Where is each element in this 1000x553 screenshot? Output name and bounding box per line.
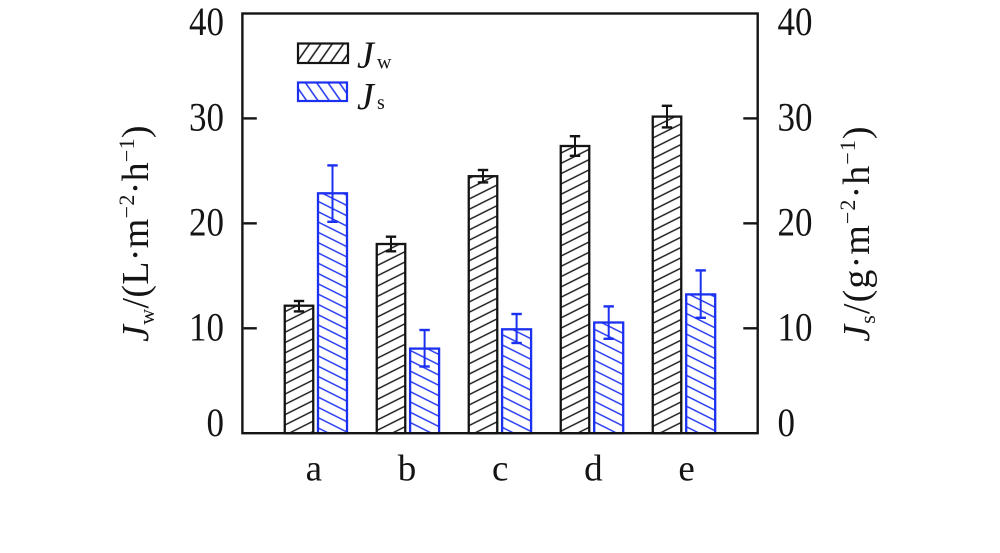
svg-text:e: e [678,449,694,490]
svg-text:40: 40 [189,1,224,45]
svg-text:d: d [584,449,603,490]
svg-text:40: 40 [778,1,813,45]
svg-text:Jw/(L·m−2·h−1): Jw/(L·m−2·h−1) [114,125,159,342]
svg-text:J: J [357,76,376,118]
svg-text:30: 30 [189,97,224,141]
svg-text:20: 20 [189,202,224,246]
svg-text:20: 20 [778,202,813,246]
svg-text:Js/(g·m−2·h−1): Js/(g·m−2·h−1) [835,125,880,341]
svg-text:J: J [357,35,376,77]
svg-text:0: 0 [206,402,224,446]
svg-text:c: c [492,449,508,490]
svg-text:s: s [377,92,385,114]
svg-text:10: 10 [778,307,813,351]
svg-text:b: b [398,449,417,490]
svg-text:10: 10 [189,307,224,351]
svg-text:w: w [377,51,392,73]
svg-text:30: 30 [778,97,813,141]
svg-text:a: a [306,449,322,490]
svg-text:0: 0 [778,402,796,446]
